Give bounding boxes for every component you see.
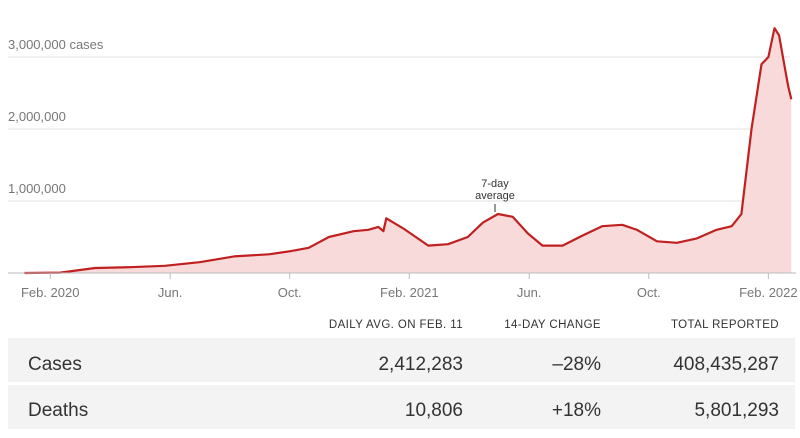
cell-value: +18% (552, 400, 601, 421)
x-tick-label: Oct. (278, 285, 302, 300)
x-tick-label: Feb. 2020 (21, 285, 80, 300)
cell-value: 408,435,287 (673, 354, 779, 375)
cell-value: 2,412,283 (378, 354, 463, 375)
row-bg (8, 385, 795, 429)
column-header: 14-DAY CHANGE (504, 319, 601, 331)
row-bg (8, 338, 795, 382)
x-tick-label: Feb. 2022 (739, 285, 798, 300)
cell-value: –28% (552, 354, 601, 375)
column-header: TOTAL REPORTED (671, 319, 779, 331)
x-tick-label: Jun. (158, 285, 183, 300)
cell-value: 10,806 (405, 400, 463, 421)
annotation: 7-day (481, 178, 509, 190)
row-label: Deaths (28, 400, 88, 421)
y-tick-label: 3,000,000 cases (8, 37, 104, 52)
x-tick-label: Oct. (637, 285, 661, 300)
annotation: average (475, 190, 515, 202)
y-tick-label: 1,000,000 (8, 181, 66, 196)
area (24, 28, 792, 274)
x-tick-label: Jun. (517, 285, 542, 300)
row-label: Cases (28, 354, 82, 375)
line (24, 27, 793, 275)
cell-value: 5,801,293 (694, 400, 779, 421)
column-header: DAILY AVG. ON FEB. 11 (329, 319, 463, 331)
y-tick-label: 2,000,000 (8, 109, 66, 124)
x-tick-label: Feb. 2021 (380, 285, 439, 300)
